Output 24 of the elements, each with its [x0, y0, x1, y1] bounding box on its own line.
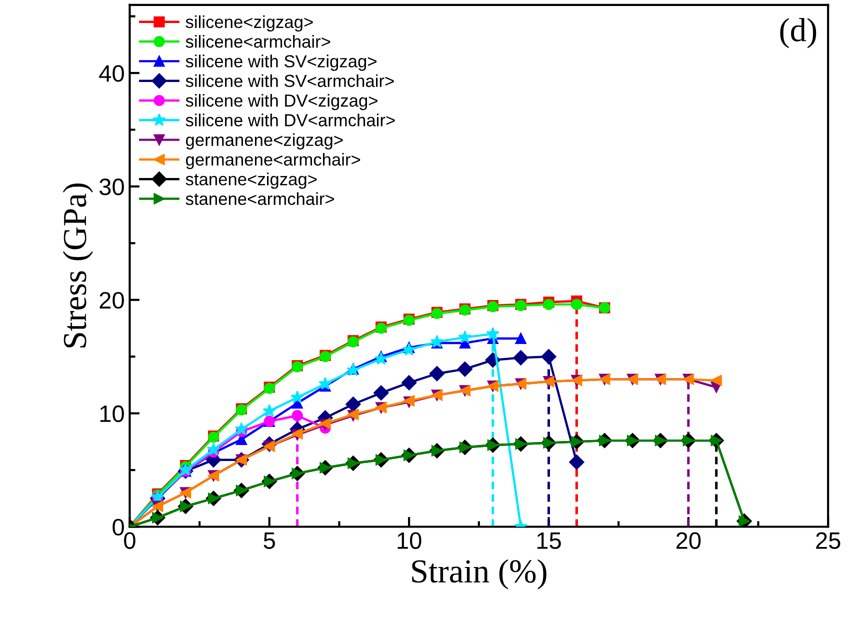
legend-label: silicene with DV<zigzag> — [186, 94, 378, 110]
annotation: (d) — [780, 18, 816, 48]
y-tick-label: 0 — [112, 518, 124, 536]
legend-label: silicene<armchair> — [186, 35, 330, 48]
legend-label: germanene<armchair> — [186, 152, 360, 170]
x-tick-label: 25 — [816, 532, 840, 549]
legend-label: germanene<zigzag> — [186, 133, 343, 150]
x-tick-label: 10 — [398, 532, 422, 549]
y-axis-title: Stress (GPa) — [62, 184, 94, 348]
legend-label: silicene with SV<armchair> — [186, 74, 394, 88]
y-tick-label: 40 — [99, 65, 124, 82]
x-axis-title: Strain (%) — [412, 559, 546, 590]
x-tick-label: 15 — [537, 532, 561, 549]
y-tick-label: 10 — [100, 405, 124, 422]
legend-label: silicene with DV<armchair> — [186, 114, 395, 126]
legend-label: stanene<armchair> — [186, 192, 334, 206]
x-tick-label: 0 — [124, 532, 136, 549]
x-tick-label: 20 — [676, 532, 701, 549]
legend-label: stanene<zigzag> — [186, 172, 317, 189]
x-tick-label: 5 — [264, 532, 275, 549]
y-tick-label: 30 — [99, 178, 124, 196]
legend-label: silicene<zigzag> — [186, 15, 313, 32]
y-tick-label: 20 — [100, 292, 124, 309]
legend-label: silicene with SV<zigzag> — [186, 54, 376, 71]
